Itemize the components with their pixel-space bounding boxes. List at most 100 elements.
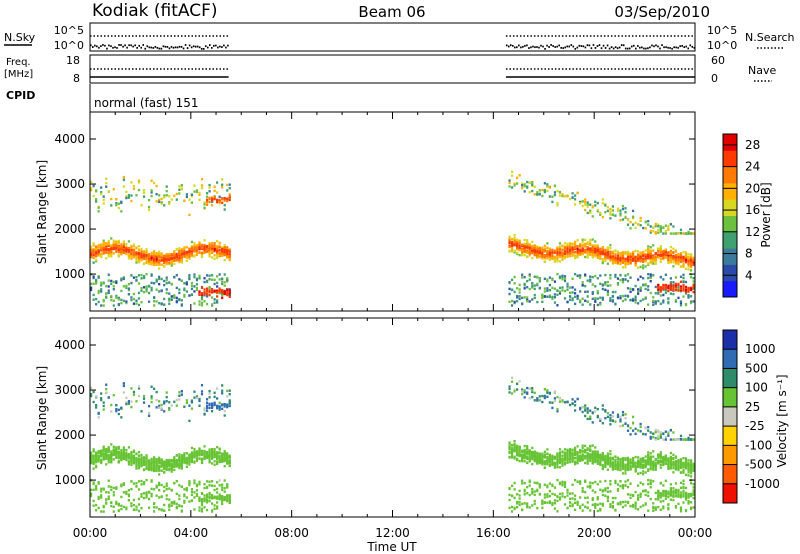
power-echo xyxy=(551,253,554,256)
velocity-echo xyxy=(185,459,188,462)
power-echo xyxy=(155,260,158,263)
velocity-echo xyxy=(137,466,141,470)
velocity-echo xyxy=(163,471,166,474)
power-echo xyxy=(566,245,569,248)
power-echo xyxy=(168,255,171,259)
nsky-point xyxy=(606,44,609,47)
velocity-echo xyxy=(112,491,115,494)
power-echo xyxy=(672,251,675,254)
power-echo xyxy=(190,193,194,196)
power-echo xyxy=(546,251,549,254)
power-echo xyxy=(200,178,204,181)
power-echo xyxy=(155,192,158,196)
power-echo xyxy=(153,254,156,258)
power-echo xyxy=(639,287,642,290)
power-echo xyxy=(594,285,597,288)
power-echo xyxy=(203,206,206,210)
power-echo xyxy=(558,292,562,295)
velocity-echo xyxy=(102,445,105,448)
power-echo xyxy=(687,268,690,271)
nsky-point xyxy=(683,46,686,49)
velocity-echo xyxy=(211,402,214,405)
velocity-echo xyxy=(521,388,524,391)
power-echo xyxy=(153,252,156,255)
power-echo xyxy=(135,261,138,264)
power-echo xyxy=(168,281,171,284)
y-tick-label: 2000 xyxy=(54,222,85,236)
power-echo xyxy=(594,253,597,257)
power-echo xyxy=(107,242,110,246)
power-echo xyxy=(513,241,516,244)
power-echo xyxy=(178,192,181,195)
velocity-echo xyxy=(178,466,181,470)
power-echo xyxy=(190,293,194,296)
power-echo xyxy=(596,297,599,300)
power-echo xyxy=(160,201,163,204)
velocity-echo xyxy=(97,416,100,419)
power-echo xyxy=(667,255,670,258)
velocity-echo xyxy=(190,487,194,491)
velocity-echo xyxy=(198,399,201,403)
velocity-echo xyxy=(122,446,125,449)
velocity-echo xyxy=(125,453,128,456)
velocity-echo xyxy=(203,497,206,500)
velocity-echo xyxy=(221,496,224,499)
velocity-echo xyxy=(198,499,201,502)
power-echo xyxy=(629,256,632,259)
y-tick-label: 3000 xyxy=(54,177,85,191)
velocity-echo xyxy=(205,498,209,502)
velocity-echo xyxy=(122,483,125,486)
power-echo xyxy=(127,254,131,257)
power-echo xyxy=(684,292,688,295)
velocity-echo xyxy=(538,460,541,463)
velocity-echo xyxy=(125,402,128,406)
power-echo xyxy=(543,277,546,280)
power-echo xyxy=(510,237,514,241)
power-echo xyxy=(684,232,688,235)
power-echo xyxy=(518,241,521,244)
power-echo xyxy=(621,294,625,298)
power-echo xyxy=(170,252,173,256)
velocity-echo xyxy=(160,465,163,468)
power-echo xyxy=(629,253,632,257)
velocity-echo xyxy=(150,400,153,404)
power-echo xyxy=(621,254,625,258)
power-echo xyxy=(619,252,622,255)
power-echo xyxy=(165,291,168,295)
power-echo xyxy=(558,253,562,257)
velocity-echo xyxy=(173,465,176,468)
power-echo xyxy=(92,253,95,257)
velocity-echo xyxy=(105,456,108,459)
velocity-echo xyxy=(160,407,163,410)
power-echo xyxy=(190,252,194,256)
power-echo xyxy=(586,300,589,304)
velocity-echo xyxy=(107,479,110,482)
power-echo xyxy=(208,242,211,245)
velocity-echo xyxy=(183,457,186,460)
velocity-echo xyxy=(195,450,199,453)
velocity-echo xyxy=(90,393,93,396)
velocity-echo xyxy=(175,506,178,510)
velocity-echo xyxy=(543,396,546,400)
velocity-echo xyxy=(100,397,103,400)
power-echo xyxy=(679,253,683,257)
power-echo xyxy=(193,275,196,279)
power-echo xyxy=(647,276,650,280)
nsky-point xyxy=(194,45,197,48)
velocity-echo xyxy=(185,461,188,465)
power-echo xyxy=(95,247,98,250)
velocity-echo xyxy=(508,447,511,450)
power-echo xyxy=(543,244,546,248)
power-echo xyxy=(147,253,151,256)
power-echo xyxy=(130,254,133,257)
power-echo xyxy=(629,258,632,262)
velocity-echo xyxy=(105,490,108,494)
velocity-echo xyxy=(100,510,103,513)
power-echo xyxy=(614,214,617,217)
velocity-echo xyxy=(188,404,191,407)
velocity-echo xyxy=(551,401,554,404)
power-echo xyxy=(158,263,161,266)
velocity-echo xyxy=(125,458,128,462)
power-echo xyxy=(599,249,602,252)
power-echo xyxy=(107,291,110,295)
